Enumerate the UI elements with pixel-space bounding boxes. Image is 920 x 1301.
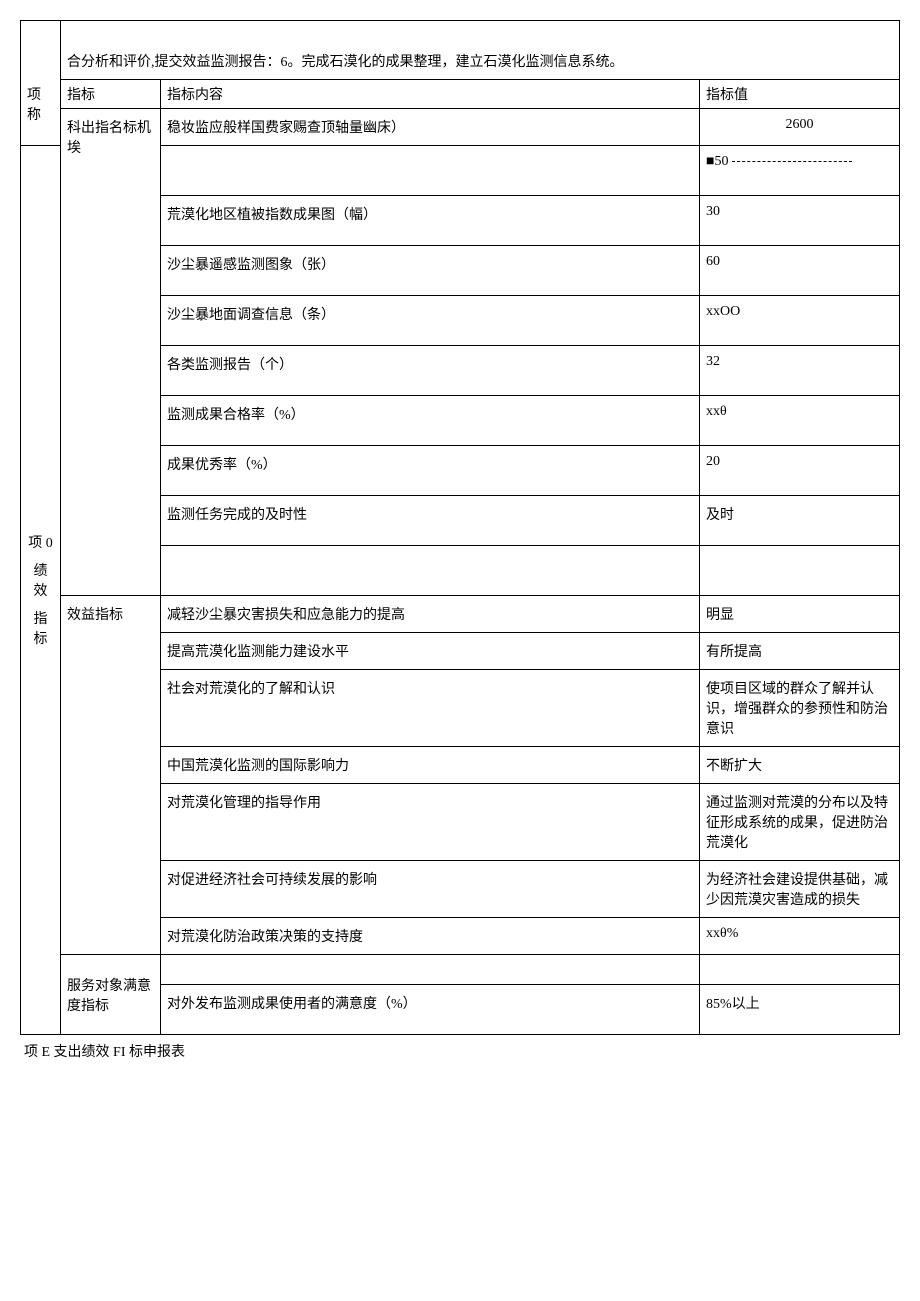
content-cell: 各类监测报告（个） xyxy=(161,346,700,396)
header-row: 项称 指标 指标内容 指标值 xyxy=(21,80,900,109)
content-cell: 对促进经济社会可持续发展的影响 xyxy=(161,861,700,918)
content-cell xyxy=(161,146,700,196)
header-content: 指标内容 xyxy=(161,80,700,109)
header-indicator: 指标 xyxy=(61,80,161,109)
indicator-output: 科出指名标机埃 xyxy=(61,109,161,596)
content-cell xyxy=(161,546,700,596)
table-row: 效益指标 减轻沙尘暴灾害损失和应急能力的提高 明显 xyxy=(21,596,900,633)
left-label-1: 项称 xyxy=(21,80,61,146)
value-cell: xxθ xyxy=(699,396,899,446)
content-cell: 对荒漠化防治政策决策的支持度 xyxy=(161,918,700,955)
table-row: 服务对象满意度指标 xyxy=(21,955,900,985)
left-label-group: 项 0 绩 效 指标 xyxy=(21,146,61,1035)
value-cell: 有所提高 xyxy=(699,633,899,670)
indicator-satisfaction: 服务对象满意度指标 xyxy=(61,955,161,1035)
value-cell: 20 xyxy=(699,446,899,496)
value-cell xyxy=(699,546,899,596)
content-cell: 荒漠化地区植被指数成果图（幅） xyxy=(161,196,700,246)
value-cell: 85%以上 xyxy=(699,985,899,1035)
left-sub-label: 项 0 xyxy=(27,532,54,552)
indicator-effect: 效益指标 xyxy=(61,596,161,955)
content-cell: 对荒漠化管理的指导作用 xyxy=(161,784,700,861)
value-cell: 及时 xyxy=(699,496,899,546)
value-cell: 通过监测对荒漠的分布以及特征形成系统的成果，促进防治荒漠化 xyxy=(699,784,899,861)
content-cell: 监测任务完成的及时性 xyxy=(161,496,700,546)
content-cell: 社会对荒漠化的了解和认识 xyxy=(161,670,700,747)
value-cell: 30 xyxy=(699,196,899,246)
value-cell: xxθ% xyxy=(699,918,899,955)
content-cell: 成果优秀率（%） xyxy=(161,446,700,496)
table-row: 科出指名标机埃 稳妆监应般样国费家赐查顶轴量幽床） 2600 xyxy=(21,109,900,146)
value-cell: 不断扩大 xyxy=(699,747,899,784)
content-cell: 监测成果合格率（%） xyxy=(161,396,700,446)
value-cell xyxy=(699,955,899,985)
value-cell: 使项目区域的群众了解并认识，增强群众的参预性和防治意识 xyxy=(699,670,899,747)
content-cell: 对外发布监测成果使用者的满意度（%） xyxy=(161,985,700,1035)
top-description-row: 合分析和评价,提交效益监测报告：6。完成石漠化的成果整理，建立石漠化监测信息系统… xyxy=(21,21,900,80)
content-cell: 沙尘暴遥感监测图象（张） xyxy=(161,246,700,296)
header-value: 指标值 xyxy=(699,80,899,109)
content-cell: 沙尘暴地面调查信息（条） xyxy=(161,296,700,346)
left-sub-label: 指标 xyxy=(27,608,54,648)
content-cell: 中国荒漠化监测的国际影响力 xyxy=(161,747,700,784)
value-cell: 为经济社会建设提供基础，减少因荒漠灾害造成的损失 xyxy=(699,861,899,918)
content-cell xyxy=(161,955,700,985)
value-cell: 2600 xyxy=(699,109,899,146)
top-description-cell: 合分析和评价,提交效益监测报告：6。完成石漠化的成果整理，建立石漠化监测信息系统… xyxy=(61,21,900,80)
value-cell: 明显 xyxy=(699,596,899,633)
left-sub-label: 绩 效 xyxy=(27,560,54,600)
value-cell: xxOO xyxy=(699,296,899,346)
content-cell: 减轻沙尘暴灾害损失和应急能力的提高 xyxy=(161,596,700,633)
value-cell: ■50 xyxy=(699,146,899,196)
main-table: 合分析和评价,提交效益监测报告：6。完成石漠化的成果整理，建立石漠化监测信息系统… xyxy=(20,20,900,1035)
content-cell: 稳妆监应般样国费家赐查顶轴量幽床） xyxy=(161,109,700,146)
content-cell: 提高荒漠化监测能力建设水平 xyxy=(161,633,700,670)
footer-text: 项 E 支出绩效 FI 标申报表 xyxy=(20,1035,900,1067)
value-cell: 60 xyxy=(699,246,899,296)
value-cell: 32 xyxy=(699,346,899,396)
